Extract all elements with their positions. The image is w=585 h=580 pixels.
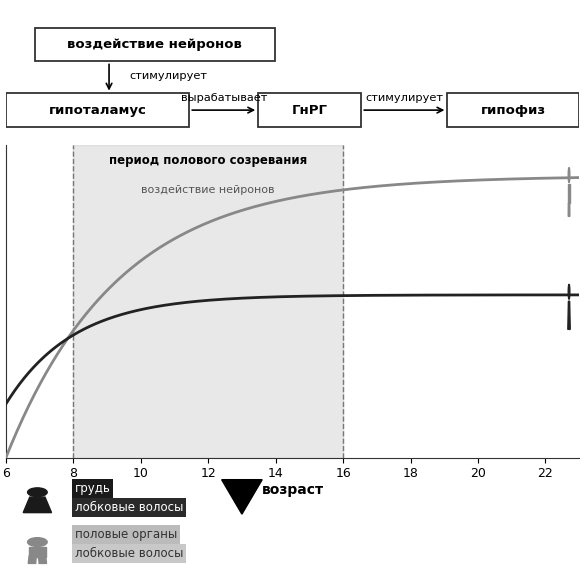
Circle shape xyxy=(27,538,47,546)
Circle shape xyxy=(27,488,47,496)
Text: стимулирует: стимулирует xyxy=(129,71,207,81)
Polygon shape xyxy=(568,184,570,203)
X-axis label: возраст: возраст xyxy=(261,483,324,497)
Text: лобковые волосы: лобковые волосы xyxy=(75,548,183,560)
Polygon shape xyxy=(568,301,570,329)
Circle shape xyxy=(568,168,570,183)
Polygon shape xyxy=(568,203,569,216)
Polygon shape xyxy=(222,480,262,514)
Text: вырабатывает: вырабатывает xyxy=(181,93,267,103)
Text: грудь: грудь xyxy=(75,482,111,495)
Circle shape xyxy=(568,284,570,299)
Text: период полового созревания: период полового созревания xyxy=(109,154,307,167)
Polygon shape xyxy=(23,497,51,513)
Polygon shape xyxy=(28,556,36,563)
Text: лобковые волосы: лобковые волосы xyxy=(75,501,183,514)
Polygon shape xyxy=(569,203,570,216)
Bar xyxy=(73,144,343,458)
FancyBboxPatch shape xyxy=(448,93,579,127)
Text: воздействие нейронов: воздействие нейронов xyxy=(67,38,242,52)
Polygon shape xyxy=(39,556,47,563)
Polygon shape xyxy=(29,547,46,557)
Text: гипоталамус: гипоталамус xyxy=(49,104,146,117)
Text: воздействие нейронов: воздействие нейронов xyxy=(142,185,275,195)
Text: гипофиз: гипофиз xyxy=(481,104,546,117)
FancyBboxPatch shape xyxy=(258,93,362,127)
Text: половые органы: половые органы xyxy=(75,528,177,541)
FancyBboxPatch shape xyxy=(6,93,190,127)
Text: ГнРГ: ГнРГ xyxy=(292,104,328,117)
FancyBboxPatch shape xyxy=(35,28,276,61)
Text: стимулирует: стимулирует xyxy=(365,93,443,103)
